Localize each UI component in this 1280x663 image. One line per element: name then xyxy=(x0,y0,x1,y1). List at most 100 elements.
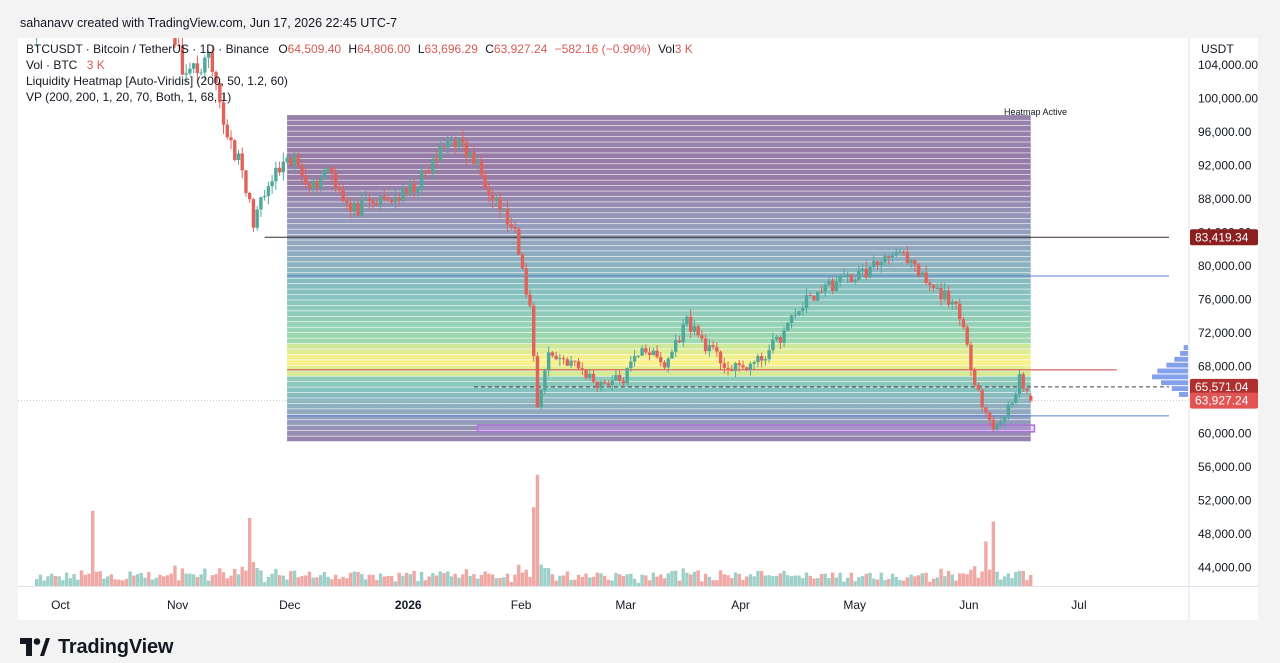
candle[interactable] xyxy=(375,197,379,207)
candle[interactable] xyxy=(961,316,966,330)
candle[interactable] xyxy=(991,416,996,432)
symbol-name[interactable]: BTCUSDT · Bitcoin / TetherUS · 1D · Bina… xyxy=(26,42,269,56)
candle[interactable] xyxy=(1025,388,1029,395)
candle[interactable] xyxy=(35,38,38,48)
candle[interactable] xyxy=(363,190,368,202)
candle[interactable] xyxy=(700,329,704,342)
candle[interactable] xyxy=(733,361,738,378)
candle[interactable] xyxy=(674,334,678,358)
candle[interactable] xyxy=(262,189,267,201)
candle[interactable] xyxy=(857,264,861,282)
candle[interactable] xyxy=(842,268,846,278)
candle[interactable] xyxy=(887,255,891,265)
candle[interactable] xyxy=(360,192,364,218)
candle[interactable] xyxy=(924,265,928,286)
candle[interactable] xyxy=(692,319,697,336)
volume-profile[interactable] xyxy=(1152,345,1188,397)
candle[interactable] xyxy=(995,422,999,431)
candle[interactable] xyxy=(980,387,984,412)
candle[interactable] xyxy=(348,197,353,219)
candle[interactable] xyxy=(763,356,768,366)
candle[interactable] xyxy=(285,155,289,165)
candle[interactable] xyxy=(173,38,177,48)
candle[interactable] xyxy=(614,370,618,382)
candle[interactable] xyxy=(909,258,913,268)
candle[interactable] xyxy=(606,380,611,388)
candle[interactable] xyxy=(1002,415,1007,428)
candle[interactable] xyxy=(535,352,540,409)
candle[interactable] xyxy=(726,361,730,376)
candle[interactable] xyxy=(270,174,274,194)
candle[interactable] xyxy=(767,344,771,363)
candle[interactable] xyxy=(468,151,472,159)
candle[interactable] xyxy=(203,55,207,81)
candle[interactable] xyxy=(797,310,801,317)
candle[interactable] xyxy=(659,352,663,367)
candle[interactable] xyxy=(539,389,543,411)
candle[interactable] xyxy=(195,55,200,84)
candle[interactable] xyxy=(408,176,413,197)
candle[interactable] xyxy=(666,356,670,373)
candle[interactable] xyxy=(730,364,734,372)
candle[interactable] xyxy=(221,94,226,135)
candle[interactable] xyxy=(931,284,936,292)
candle[interactable] xyxy=(281,152,286,181)
candle[interactable] xyxy=(330,165,334,182)
candle[interactable] xyxy=(901,250,906,256)
candle[interactable] xyxy=(819,285,824,294)
candle[interactable] xyxy=(759,352,764,368)
candle[interactable] xyxy=(748,361,753,376)
candle[interactable] xyxy=(595,381,599,392)
candle[interactable] xyxy=(472,145,476,166)
candle[interactable] xyxy=(954,300,958,310)
candle[interactable] xyxy=(745,366,749,372)
candle[interactable] xyxy=(946,285,951,308)
candle[interactable] xyxy=(584,370,588,381)
candle[interactable] xyxy=(532,302,536,362)
candle[interactable] xyxy=(853,277,857,285)
candle[interactable] xyxy=(218,78,222,109)
volume-indicator-legend[interactable]: Vol · BTC 3 K xyxy=(26,58,105,72)
candle[interactable] xyxy=(685,315,689,328)
candle[interactable] xyxy=(890,251,895,262)
candle[interactable] xyxy=(490,190,495,208)
candle[interactable] xyxy=(778,335,783,350)
candle[interactable] xyxy=(703,334,708,355)
candle[interactable] xyxy=(423,169,428,180)
candle[interactable] xyxy=(479,154,484,179)
candle[interactable] xyxy=(255,206,259,231)
candle[interactable] xyxy=(823,282,827,298)
candle[interactable] xyxy=(233,138,237,162)
candle[interactable] xyxy=(561,355,566,365)
candle[interactable] xyxy=(696,324,700,338)
plot-area[interactable] xyxy=(18,38,1189,590)
candle[interactable] xyxy=(928,278,932,292)
chart-svg[interactable]: Heatmap Active USDT 104,000.00 100,000.00 96… xyxy=(18,38,1258,620)
candle[interactable] xyxy=(438,138,442,163)
candle[interactable] xyxy=(711,340,715,350)
candle[interactable] xyxy=(517,227,521,256)
time-axis[interactable]: Oct Nov Dec 2026 Feb Mar Apr May Jun Jul xyxy=(51,598,1087,612)
candle[interactable] xyxy=(315,177,319,193)
candle[interactable] xyxy=(464,137,469,166)
candle[interactable] xyxy=(1029,393,1033,403)
candle[interactable] xyxy=(935,283,940,290)
candle[interactable] xyxy=(875,260,880,271)
candle[interactable] xyxy=(1014,391,1018,404)
candle[interactable] xyxy=(629,355,633,372)
candle[interactable] xyxy=(603,379,607,385)
price-tag-resistance[interactable]: 83,419.34 xyxy=(1190,229,1258,246)
candle[interactable] xyxy=(528,289,532,308)
candle[interactable] xyxy=(240,147,244,179)
candle[interactable] xyxy=(371,197,375,211)
candle[interactable] xyxy=(457,137,461,152)
candle[interactable] xyxy=(431,153,435,181)
candle[interactable] xyxy=(292,150,297,172)
candle[interactable] xyxy=(808,292,812,297)
candle[interactable] xyxy=(259,196,263,218)
candle[interactable] xyxy=(322,168,327,180)
candle[interactable] xyxy=(318,174,323,193)
candle[interactable] xyxy=(307,181,312,196)
candle[interactable] xyxy=(1021,372,1025,392)
candle[interactable] xyxy=(386,195,390,202)
